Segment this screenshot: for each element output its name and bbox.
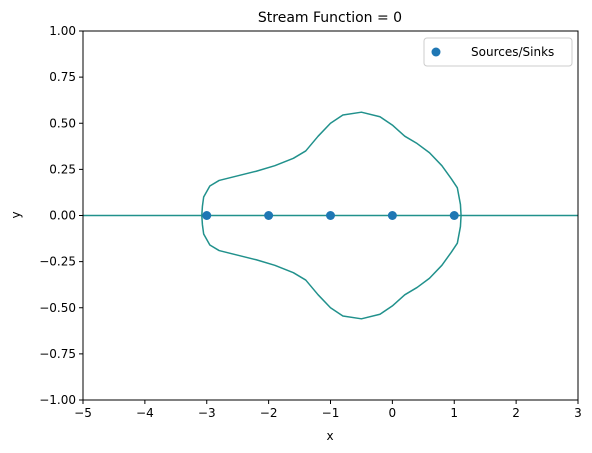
x-tick-label: 2 — [512, 406, 520, 420]
y-tick-label: 0.50 — [49, 116, 76, 130]
legend-box — [423, 37, 573, 67]
x-tick-label: −3 — [198, 406, 216, 420]
source-sink-point — [202, 211, 212, 220]
y-tick-label: 1.00 — [49, 24, 76, 38]
x-tick-label: −1 — [322, 406, 340, 420]
x-tick-label: −2 — [260, 406, 278, 420]
source-sink-point — [449, 211, 459, 220]
x-tick-label: 1 — [450, 406, 458, 420]
x-axis-ticks: −5 −4 −3 −2 −1 0 1 2 3 — [74, 400, 582, 420]
x-tick-label: −5 — [74, 406, 92, 420]
contour-upper-curve — [201, 111, 462, 216]
chart-title: Stream Function = 0 — [258, 10, 402, 26]
y-tick-label: −0.50 — [39, 301, 76, 315]
y-axis-label: y — [9, 211, 23, 218]
legend-marker-icon — [431, 47, 441, 57]
source-sink-point — [264, 211, 274, 220]
y-tick-label: −0.25 — [39, 255, 76, 269]
x-tick-label: 0 — [389, 406, 397, 420]
x-tick-label: 3 — [574, 406, 582, 420]
y-tick-label: 0.75 — [49, 70, 76, 84]
y-axis-ticks: 1.00 0.75 0.50 0.25 0.00 −0.25 −0.50 −0.75 −1.00 — [39, 24, 83, 407]
x-tick-label: −4 — [136, 406, 154, 420]
y-tick-label: 0.00 — [49, 209, 76, 223]
y-tick-label: −0.75 — [39, 347, 76, 361]
source-sink-point — [326, 211, 335, 220]
legend: Sources/Sinks — [423, 37, 573, 67]
y-tick-label: −1.00 — [39, 393, 76, 407]
source-sink-point — [387, 211, 397, 220]
legend-label: Sources/Sinks — [471, 45, 554, 59]
contour-lower-curve — [201, 215, 462, 320]
y-tick-label: 0.25 — [49, 162, 76, 176]
scatter-points-group — [202, 211, 459, 220]
x-axis-label: x — [326, 429, 333, 443]
